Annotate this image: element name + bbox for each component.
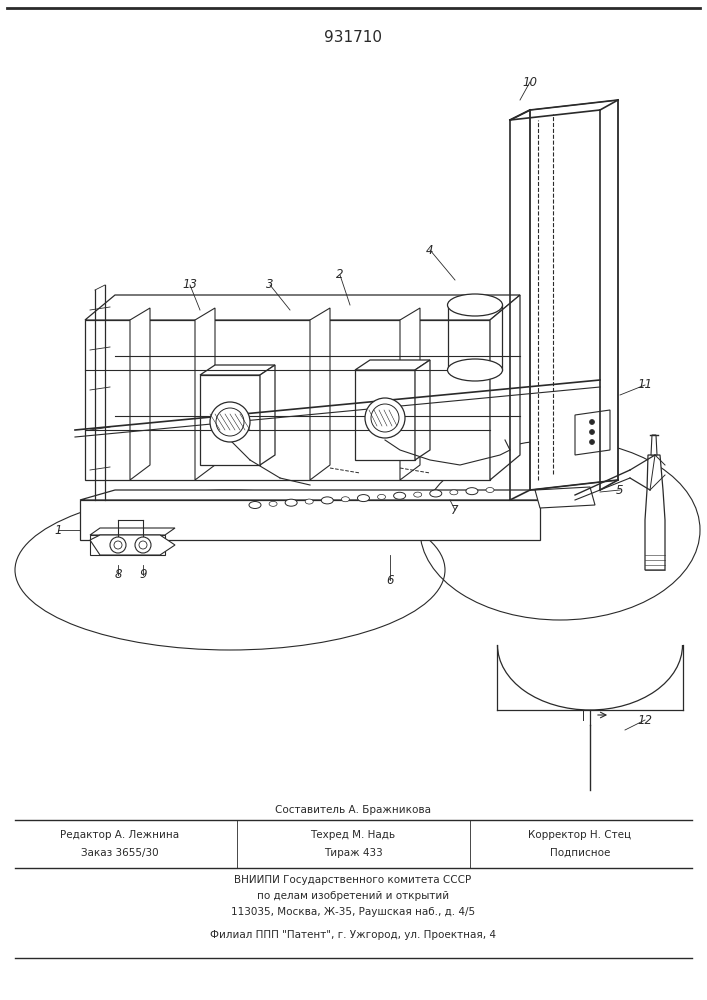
- Text: 12: 12: [638, 714, 653, 726]
- Text: 6: 6: [386, 574, 394, 586]
- Polygon shape: [195, 308, 215, 480]
- Polygon shape: [200, 365, 275, 375]
- Text: Подписное: Подписное: [550, 848, 610, 858]
- Ellipse shape: [305, 499, 313, 504]
- Ellipse shape: [249, 502, 261, 508]
- Text: Редактор А. Лежнина: Редактор А. Лежнина: [60, 830, 180, 840]
- Polygon shape: [355, 370, 415, 460]
- Text: 11: 11: [638, 378, 653, 391]
- Polygon shape: [130, 308, 150, 480]
- Ellipse shape: [378, 494, 385, 499]
- Text: 8: 8: [115, 568, 122, 582]
- Polygon shape: [415, 360, 430, 460]
- Polygon shape: [90, 528, 175, 535]
- Text: 5: 5: [617, 484, 624, 496]
- Text: Составитель А. Бражникова: Составитель А. Бражникова: [275, 805, 431, 815]
- Ellipse shape: [365, 398, 405, 438]
- Text: Филиал ППП "Патент", г. Ужгород, ул. Проектная, 4: Филиал ППП "Патент", г. Ужгород, ул. Про…: [210, 930, 496, 940]
- Ellipse shape: [448, 294, 503, 316]
- Polygon shape: [80, 490, 570, 500]
- Text: Заказ 3655/30: Заказ 3655/30: [81, 848, 159, 858]
- Text: 3: 3: [267, 278, 274, 292]
- Polygon shape: [530, 100, 618, 490]
- Polygon shape: [651, 435, 657, 455]
- Text: 4: 4: [426, 243, 434, 256]
- Polygon shape: [90, 535, 165, 555]
- Ellipse shape: [341, 497, 349, 502]
- Ellipse shape: [448, 359, 503, 381]
- Polygon shape: [310, 308, 330, 480]
- Text: 1: 1: [54, 524, 62, 536]
- Circle shape: [135, 537, 151, 553]
- Polygon shape: [355, 360, 430, 370]
- Text: Тираж 433: Тираж 433: [324, 848, 382, 858]
- Circle shape: [590, 420, 595, 424]
- Polygon shape: [260, 365, 275, 465]
- Polygon shape: [200, 375, 260, 465]
- Polygon shape: [85, 295, 520, 320]
- Polygon shape: [400, 308, 420, 480]
- Ellipse shape: [321, 497, 333, 504]
- Text: по делам изобретений и открытий: по делам изобретений и открытий: [257, 891, 449, 901]
- Ellipse shape: [466, 488, 478, 495]
- Text: 2: 2: [337, 268, 344, 282]
- Text: ВНИИПИ Государственного комитета СССР: ВНИИПИ Государственного комитета СССР: [235, 875, 472, 885]
- Polygon shape: [575, 410, 610, 455]
- Text: 9: 9: [139, 568, 147, 582]
- Ellipse shape: [210, 402, 250, 442]
- Ellipse shape: [430, 490, 442, 497]
- Ellipse shape: [285, 499, 297, 506]
- Text: 113035, Москва, Ж-35, Раушская наб., д. 4/5: 113035, Москва, Ж-35, Раушская наб., д. …: [231, 907, 475, 917]
- Polygon shape: [535, 487, 595, 508]
- Ellipse shape: [414, 492, 421, 497]
- Text: 13: 13: [182, 278, 197, 292]
- Ellipse shape: [358, 495, 370, 502]
- Text: 7: 7: [451, 504, 459, 516]
- Circle shape: [110, 537, 126, 553]
- Polygon shape: [645, 455, 665, 570]
- Ellipse shape: [486, 488, 494, 492]
- Text: 931710: 931710: [324, 30, 382, 45]
- Polygon shape: [80, 500, 540, 540]
- Text: Техред М. Надь: Техред М. Надь: [310, 830, 395, 840]
- Text: Корректор Н. Стец: Корректор Н. Стец: [528, 830, 631, 840]
- Polygon shape: [490, 295, 520, 480]
- Text: 10: 10: [522, 76, 537, 89]
- Circle shape: [590, 430, 595, 434]
- Ellipse shape: [394, 492, 406, 499]
- Polygon shape: [90, 535, 175, 555]
- Polygon shape: [85, 320, 490, 480]
- Ellipse shape: [269, 501, 277, 506]
- Circle shape: [590, 440, 595, 444]
- Ellipse shape: [450, 490, 458, 495]
